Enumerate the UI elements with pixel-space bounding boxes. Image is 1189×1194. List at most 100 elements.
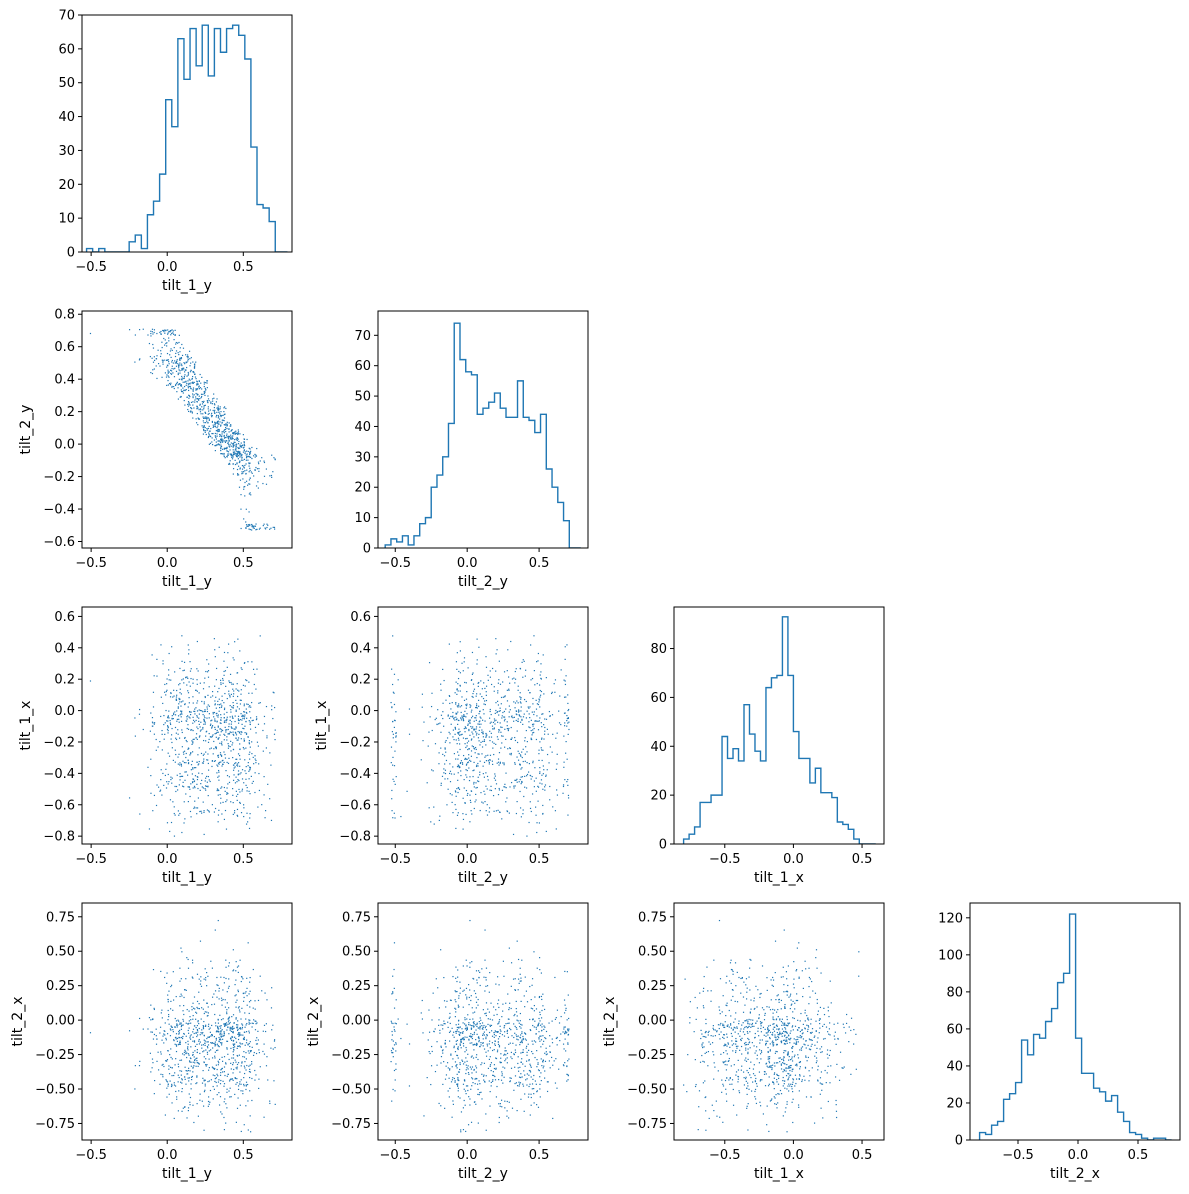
scatter-point bbox=[494, 723, 496, 725]
scatter-point bbox=[226, 711, 228, 714]
scatter-point bbox=[193, 1121, 195, 1124]
scatter-point bbox=[239, 718, 242, 721]
scatter-point bbox=[494, 720, 496, 722]
scatter-point bbox=[230, 1038, 232, 1040]
scatter-point bbox=[237, 737, 240, 739]
scatter-point bbox=[447, 715, 449, 717]
scatter-point bbox=[233, 1044, 235, 1047]
scatter-point bbox=[474, 746, 477, 749]
scatter-point bbox=[530, 719, 532, 721]
scatter-point bbox=[217, 422, 219, 425]
scatter-point bbox=[226, 736, 228, 738]
scatter-point bbox=[167, 716, 169, 718]
scatter-point bbox=[533, 727, 535, 730]
y-tick-label: 30 bbox=[354, 450, 371, 465]
scatter-point bbox=[175, 352, 177, 354]
scatter-point bbox=[232, 733, 234, 735]
scatter-point bbox=[239, 791, 241, 793]
scatter-point bbox=[215, 1081, 217, 1084]
scatter-point bbox=[203, 1039, 205, 1041]
scatter-point bbox=[539, 772, 541, 775]
scatter-point bbox=[506, 670, 508, 672]
scatter-point bbox=[456, 1064, 458, 1066]
scatter-point bbox=[204, 390, 206, 392]
scatter-point bbox=[164, 733, 166, 735]
scatter-point bbox=[250, 471, 252, 473]
scatter-point bbox=[497, 1038, 500, 1040]
scatter-point bbox=[218, 411, 220, 413]
scatter-point bbox=[157, 349, 159, 351]
scatter-point bbox=[138, 1065, 141, 1067]
scatter-point bbox=[503, 1076, 505, 1078]
scatter-point bbox=[255, 466, 257, 469]
scatter-point bbox=[251, 720, 253, 722]
scatter-point bbox=[219, 418, 221, 420]
scatter-point bbox=[470, 717, 473, 719]
scatter-point bbox=[170, 679, 172, 681]
scatter-point bbox=[148, 828, 151, 830]
scatter-point bbox=[231, 1057, 233, 1059]
scatter-point bbox=[517, 709, 520, 711]
scatter-point bbox=[178, 364, 180, 366]
scatter-point bbox=[509, 1042, 511, 1044]
scatter-point bbox=[198, 1027, 200, 1030]
scatter-point bbox=[209, 780, 211, 783]
scatter-point bbox=[270, 819, 273, 822]
scatter-point bbox=[223, 751, 225, 753]
scatter-point bbox=[169, 799, 172, 801]
scatter-point bbox=[193, 807, 195, 810]
scatter-point bbox=[166, 678, 168, 680]
scatter-point bbox=[220, 415, 222, 418]
y-tick-label: 0.6 bbox=[54, 610, 75, 625]
scatter-point bbox=[233, 690, 235, 692]
scatter-point bbox=[444, 1078, 447, 1080]
scatter-point bbox=[213, 397, 215, 399]
scatter-point bbox=[522, 716, 525, 718]
scatter-point bbox=[247, 765, 249, 767]
scatter-point bbox=[187, 389, 190, 392]
scatter-point bbox=[173, 835, 176, 837]
scatter-point bbox=[538, 720, 540, 722]
scatter-point bbox=[219, 1025, 221, 1027]
scatter-point bbox=[207, 670, 210, 672]
scatter-point bbox=[211, 690, 214, 693]
scatter-point bbox=[188, 697, 190, 699]
scatter-point bbox=[514, 989, 516, 991]
scatter-point bbox=[204, 717, 206, 719]
scatter-point bbox=[219, 752, 222, 754]
scatter-point bbox=[167, 1083, 169, 1085]
scatter-point bbox=[563, 999, 566, 1001]
scatter-point bbox=[186, 1047, 189, 1049]
scatter-point bbox=[190, 1061, 192, 1063]
scatter-point bbox=[543, 1028, 545, 1030]
scatter-point bbox=[461, 1037, 464, 1040]
y-tick-label: 10 bbox=[58, 212, 75, 227]
scatter-point bbox=[535, 814, 537, 816]
scatter-point bbox=[187, 644, 189, 646]
scatter-point bbox=[476, 1083, 479, 1085]
scatter-point bbox=[191, 760, 193, 762]
scatter-point bbox=[457, 765, 460, 767]
scatter-point bbox=[189, 1101, 191, 1103]
scatter-point bbox=[190, 1057, 192, 1060]
scatter-point bbox=[198, 692, 200, 694]
scatter-point bbox=[469, 962, 471, 964]
scatter-point bbox=[166, 384, 168, 387]
scatter-point bbox=[500, 747, 502, 749]
scatter-point bbox=[195, 1031, 197, 1034]
scatter-point bbox=[191, 740, 193, 742]
scatter-point bbox=[465, 1049, 468, 1051]
scatter-point bbox=[174, 814, 176, 816]
scatter-point bbox=[490, 713, 492, 716]
scatter-point bbox=[269, 798, 271, 800]
scatter-point bbox=[216, 772, 218, 774]
scatter-point bbox=[175, 341, 177, 344]
scatter-point bbox=[223, 448, 225, 450]
scatter-point bbox=[213, 425, 215, 428]
scatter-point bbox=[196, 1103, 198, 1105]
scatter-point bbox=[493, 810, 495, 812]
scatter-point bbox=[237, 770, 240, 772]
scatter-point bbox=[232, 756, 234, 759]
scatter-point bbox=[205, 979, 207, 981]
scatter-point bbox=[515, 710, 517, 712]
